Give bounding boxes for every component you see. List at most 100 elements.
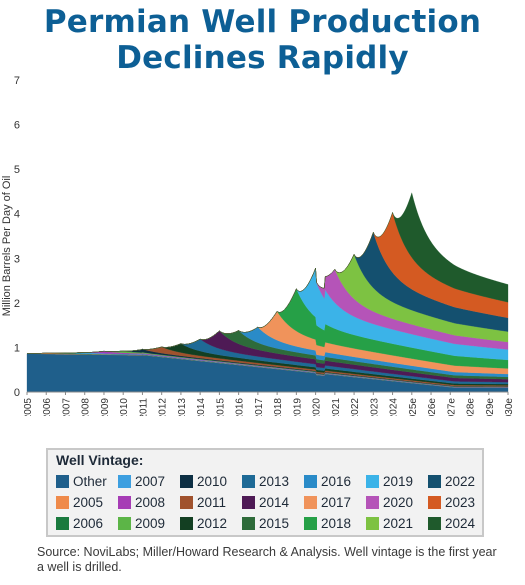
x-tick-label: 2015 [215,398,226,416]
x-tick-label: 2023 [369,398,380,416]
legend-label: 2024 [445,516,476,531]
x-tick-label: 2012 [158,398,169,416]
legend-item-2017: 2017 [304,492,366,513]
legend-item-2005: 2005 [56,492,118,513]
y-tick-label: 5 [14,164,20,176]
legend-item-2014: 2014 [242,492,304,513]
legend-item-2024: 2024 [428,513,488,534]
legend-swatch [118,475,131,488]
legend-item-2021: 2021 [366,513,428,534]
legend-label: 2013 [259,474,290,489]
legend-item-2019: 2019 [366,471,428,492]
x-tick-label: 2021 [331,398,342,416]
legend-swatch [56,496,69,509]
x-tick-label: 2026e [427,398,438,416]
x-tick-label: 2010 [119,398,130,416]
area-series-2024 [27,192,509,354]
legend-label: 2011 [197,495,227,510]
legend-label: 2006 [73,516,104,531]
legend-item-other: Other [56,471,118,492]
legend-item-2008: 2008 [118,492,180,513]
x-tick-label: 2019 [292,398,303,416]
legend-label: 2012 [197,516,228,531]
legend-item-2010: 2010 [180,471,242,492]
y-tick-label: 4 [14,209,20,221]
legend-item-2012: 2012 [180,513,242,534]
legend-label: 2019 [383,474,414,489]
legend-label: 2021 [383,516,414,531]
legend-swatch [304,496,317,509]
x-tick-label: 2028e [466,398,477,416]
legend-swatch [366,475,379,488]
legend-item-2023: 2023 [428,492,488,513]
legend-swatch [366,496,379,509]
y-tick-label: 3 [14,253,20,265]
x-tick-label: 2009 [100,398,111,416]
x-tick-label: 2011 [138,398,149,416]
x-tick-label: 2007 [61,398,72,416]
legend-item-2011: 2011 [180,492,242,513]
legend-swatch [56,517,69,530]
x-tick-label: 2005 [23,398,34,416]
x-tick-label: 2008 [81,398,92,416]
x-tick-label: 2029e [485,398,496,416]
legend-item-2009: 2009 [118,513,180,534]
x-tick-label: 2022 [350,398,361,416]
legend-label: 2005 [73,495,104,510]
y-tick-label: 6 [14,120,20,132]
x-tick-label: 2018 [273,398,284,416]
legend-swatch [242,475,255,488]
series-areas [26,192,509,393]
x-tick-label: 2025e [408,398,419,416]
legend-label: 2014 [259,495,290,510]
legend-swatch [366,517,379,530]
legend-item-2013: 2013 [242,471,304,492]
chart-title-line2: Declines Rapidly [116,40,409,76]
legend-item-2015: 2015 [242,513,304,534]
y-axis-label: Million Barrels Per Day of Oil [1,176,13,317]
legend-label: 2010 [197,474,228,489]
x-tick-label: 2030e [504,398,515,416]
x-tick-label: 2006 [42,398,53,416]
legend-swatch [242,496,255,509]
legend-item-2006: 2006 [56,513,118,534]
legend-swatch [180,475,193,488]
x-tick-label: 2013 [177,398,188,416]
legend-label: Other [73,474,107,489]
legend-label: 2020 [383,495,414,510]
y-tick-label: 1 [14,342,20,354]
legend-swatch [118,496,131,509]
x-tick-label: 2017 [254,398,265,416]
chart-title-line1: Permian Well Production [43,4,482,40]
legend-label: 2023 [445,495,476,510]
legend-label: 2022 [445,474,476,489]
legend-label: 2017 [321,495,352,510]
legend-swatch [180,517,193,530]
x-tick-label: 2020 [312,398,323,416]
stacked-area-chart: 0 1 2 3 4 5 6 7 2005 2006 2007 2008 2009 2010 2011 2012… [1,75,515,416]
y-tick-label: 7 [14,75,20,87]
legend-item-2022: 2022 [428,471,488,492]
legend-swatch [428,517,441,530]
legend-swatch [118,517,131,530]
legend-swatch [180,496,193,509]
x-tick-label: 2024 [389,398,400,416]
legend-label: 2015 [259,516,290,531]
legend-label: 2009 [135,516,166,531]
legend-label: 2007 [135,474,166,489]
x-tick-label: 2016 [235,398,246,416]
legend-swatch [428,496,441,509]
legend-swatch [304,475,317,488]
legend-swatch [242,517,255,530]
legend-swatch [304,517,317,530]
legend-label: 2016 [321,474,352,489]
legend-swatch [56,475,69,488]
legend: Well Vintage: Other 2007 2010 2013 2016 2019 2… [46,448,484,537]
legend-item-2020: 2020 [366,492,428,513]
legend-grid: Other 2007 2010 2013 2016 2019 2022 2005 2008 201… [56,471,488,534]
axes: 0 1 2 3 4 5 6 7 2005 2006 2007 2008 2009 2010 2011 2012… [1,75,515,416]
legend-title: Well Vintage: [56,452,144,468]
legend-item-2018: 2018 [304,513,366,534]
y-tick-label: 2 [14,298,20,310]
legend-item-2016: 2016 [304,471,366,492]
